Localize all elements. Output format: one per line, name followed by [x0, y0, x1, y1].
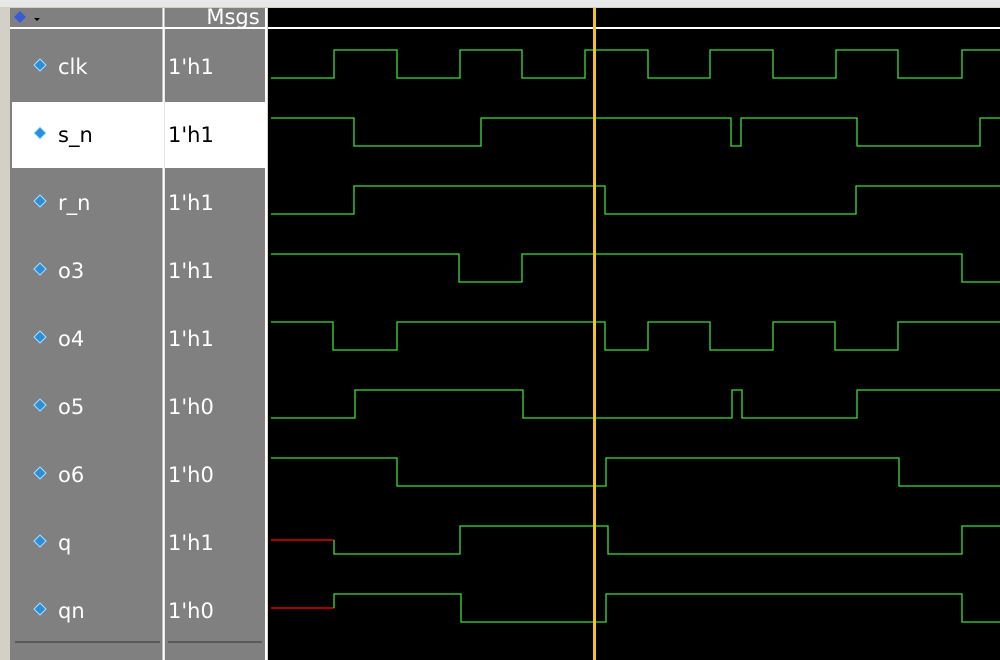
signal-icon: [33, 330, 47, 344]
signal-icon: [33, 262, 47, 276]
signal-name: s_n: [58, 123, 93, 148]
signal-icon: [33, 194, 47, 208]
signal-value: 1'h1: [168, 123, 214, 147]
signal-name: r_n: [58, 191, 90, 216]
signal-icon: [33, 126, 47, 140]
signal-icon: [33, 534, 47, 548]
signal-icon: [33, 466, 47, 480]
signal-name: o3: [58, 259, 84, 283]
signal-name: qn: [58, 599, 85, 623]
signal-value: 1'h0: [168, 395, 214, 419]
waveform: [333, 525, 1000, 555]
signal-icon: [33, 58, 47, 72]
top-ruler: [0, 0, 1000, 7]
signal-value: 1'h1: [168, 531, 214, 555]
waveform: [271, 457, 1000, 487]
waveform: [271, 185, 1000, 215]
signal-name: q: [58, 531, 71, 555]
signal-name: o6: [58, 463, 84, 487]
waveform: [271, 321, 1000, 351]
waveform: [271, 389, 1000, 419]
signal-icon: [33, 602, 47, 616]
signal-value: 1'h1: [168, 55, 214, 79]
header-bar: [10, 8, 266, 28]
header-label: Msgs: [206, 5, 259, 29]
waveform: [271, 49, 1000, 79]
waveform: [271, 117, 1000, 147]
signal-value: 1'h0: [168, 599, 214, 623]
signal-name: clk: [58, 55, 88, 79]
signal-value: 1'h1: [168, 327, 214, 351]
signal-name: o4: [58, 327, 84, 351]
signal-name: o5: [58, 395, 84, 419]
wave-area: [268, 8, 1000, 660]
signal-value: 1'h1: [168, 259, 214, 283]
menu-arrow[interactable]: [34, 18, 40, 21]
selected-row[interactable]: [165, 102, 265, 168]
signal-value: 1'h1: [168, 191, 214, 215]
signal-icon: [33, 398, 47, 412]
waveform: [333, 593, 1000, 623]
signal-value: 1'h0: [168, 463, 214, 487]
waveforms: [271, 49, 1000, 623]
menu-icon[interactable]: [14, 11, 26, 23]
waveform: [271, 253, 1000, 283]
